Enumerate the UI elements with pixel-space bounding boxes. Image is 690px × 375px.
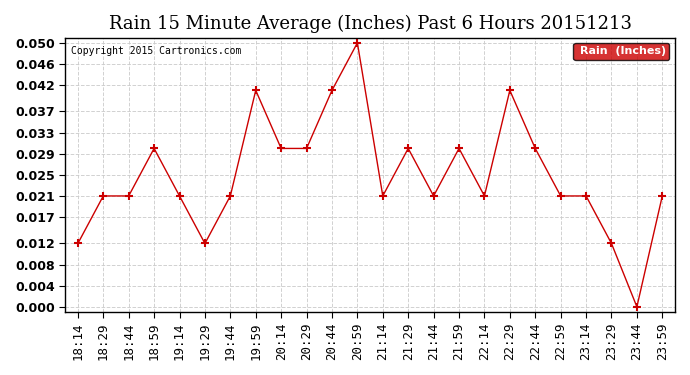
Title: Rain 15 Minute Average (Inches) Past 6 Hours 20151213: Rain 15 Minute Average (Inches) Past 6 H… — [108, 15, 631, 33]
Legend: Rain  (Inches): Rain (Inches) — [573, 43, 669, 60]
Text: Copyright 2015 Cartronics.com: Copyright 2015 Cartronics.com — [71, 46, 242, 56]
